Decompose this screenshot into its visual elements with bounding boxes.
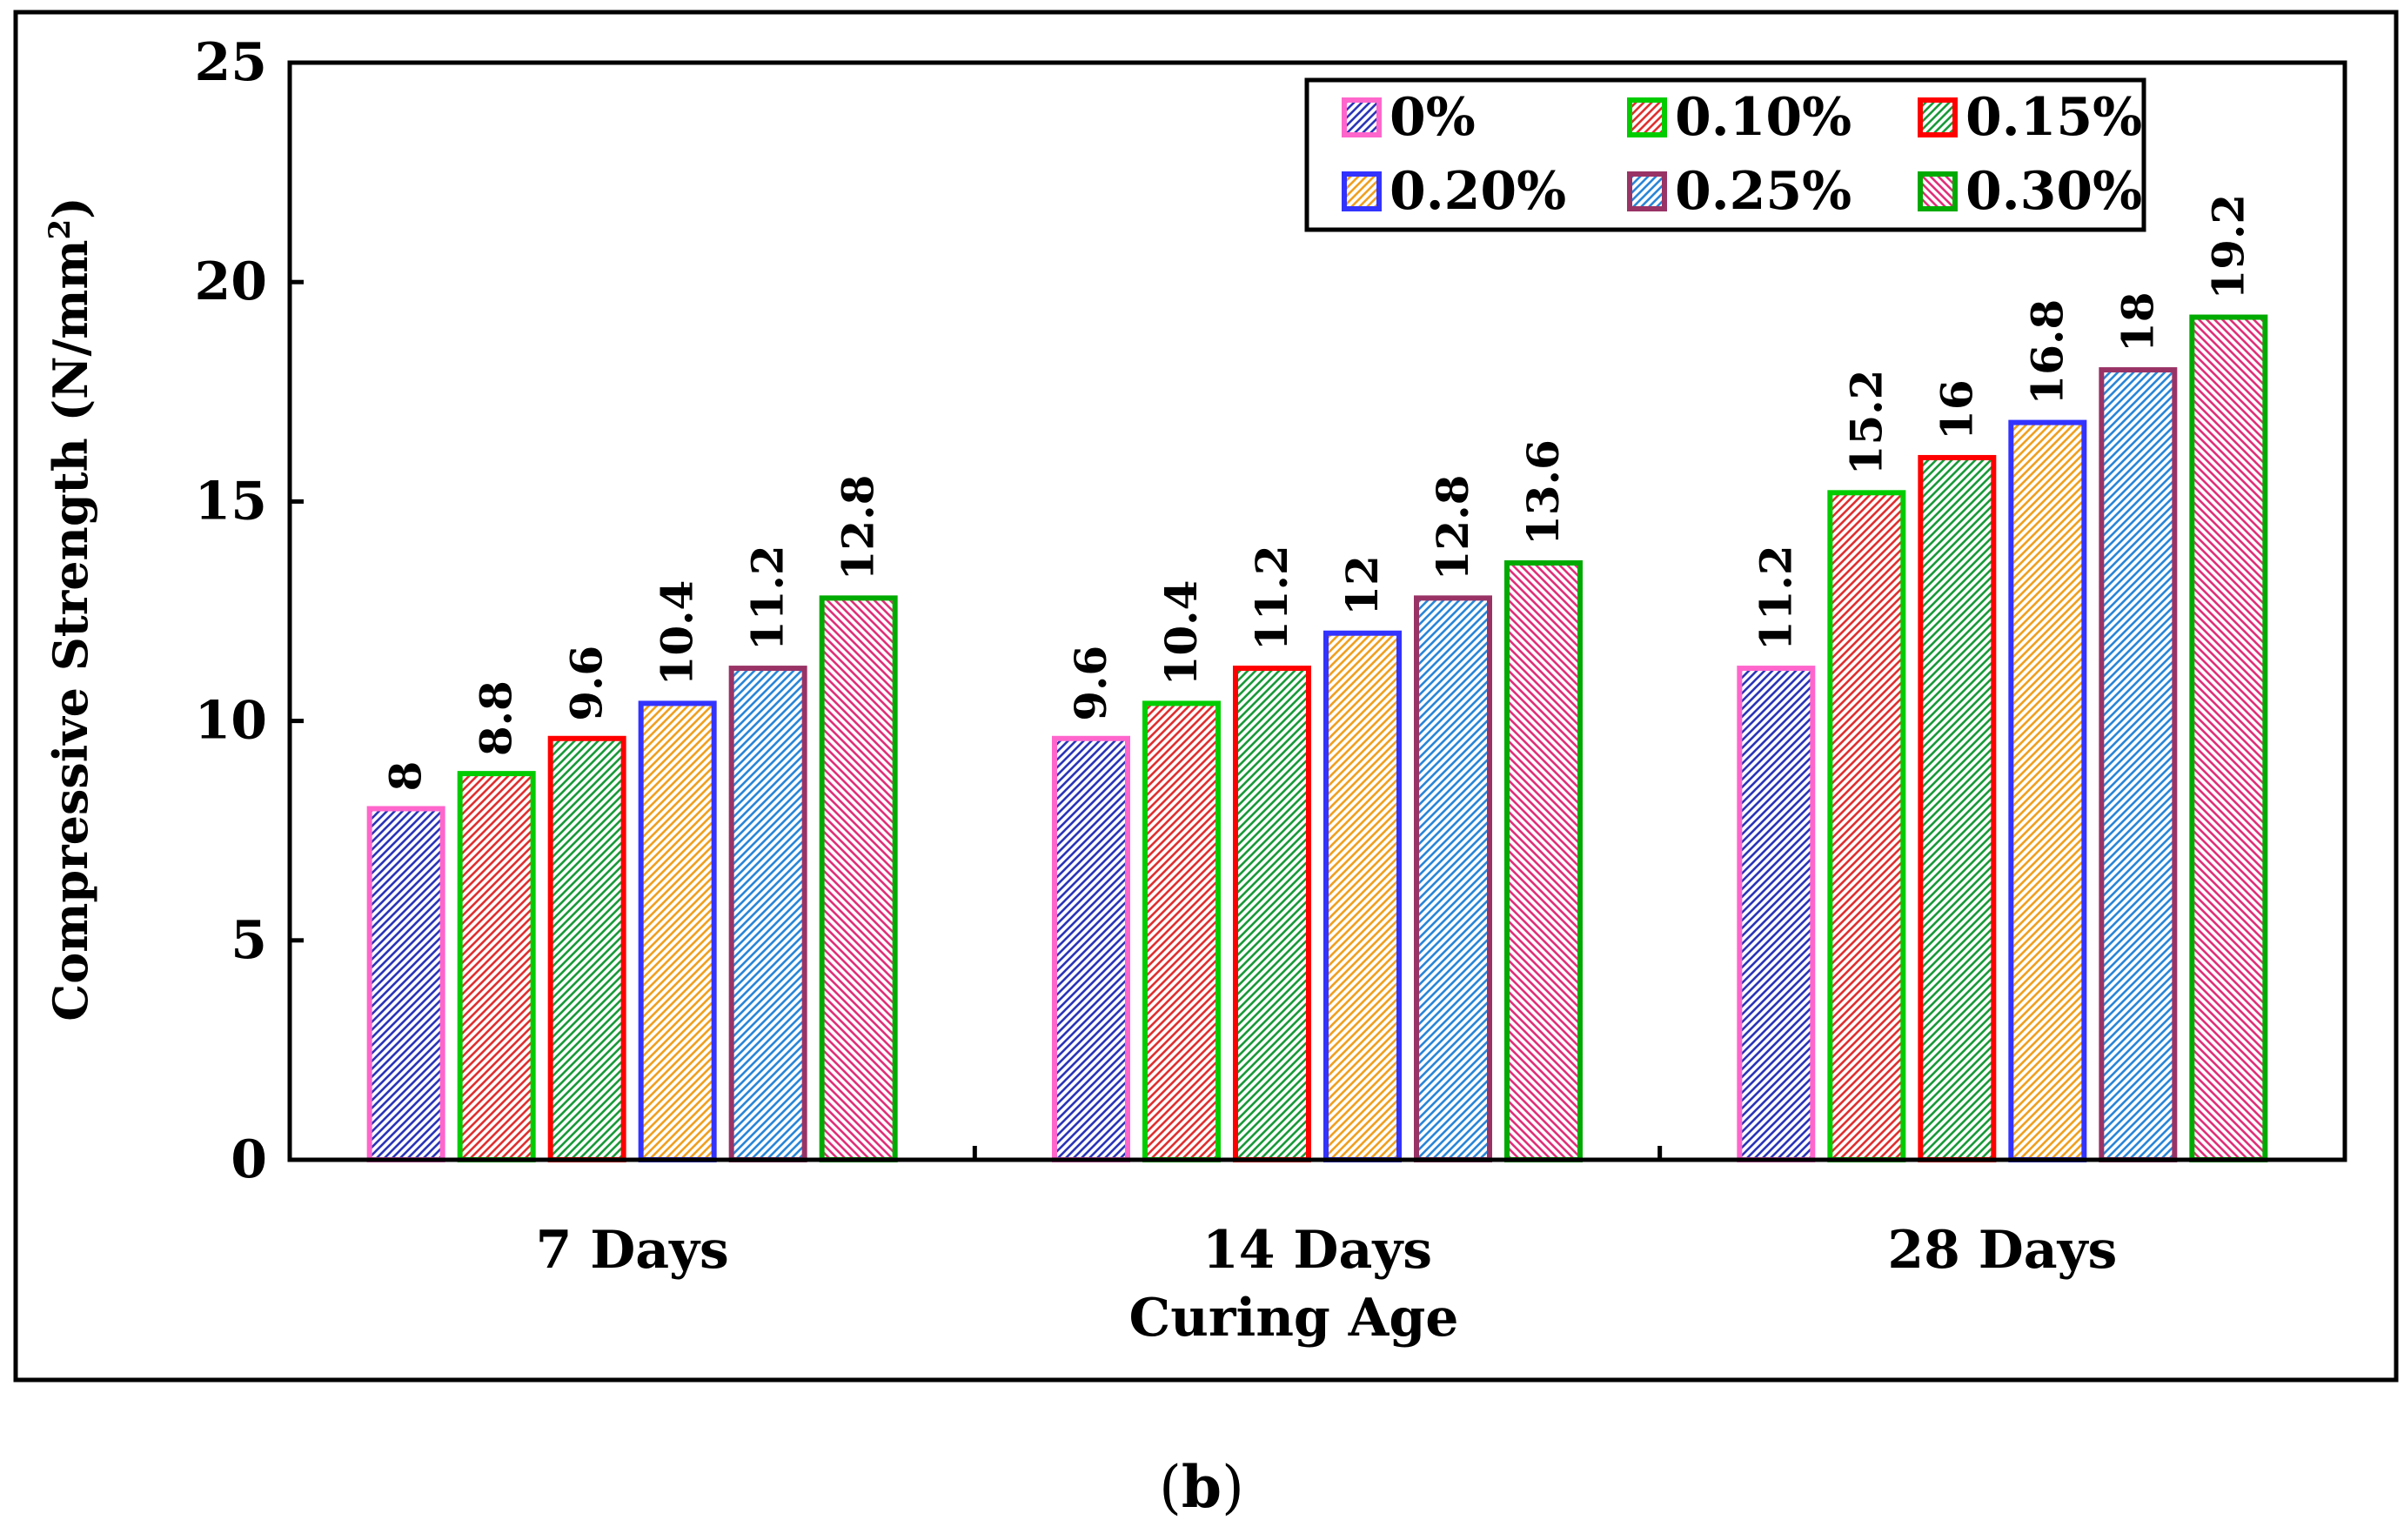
value-label: 16 [1931,379,1982,440]
value-label: 11.2 [742,545,794,651]
plot-area: 8 8.8 9.6 10.4 11.2 12.8 9.6 10.4 11.2 12 12.8 13.6… [195,32,2347,1281]
value-label: 16.8 [2021,299,2073,405]
figure-caption: (b) [1159,1453,1244,1521]
legend-swatch [1918,97,1958,137]
y-tick-label: 15 [195,471,268,532]
plot-frame [287,60,2347,1162]
bar-14-days-0.30pct [1504,560,1583,1162]
bars-group [366,314,2268,1163]
value-label: 13.6 [1517,439,1569,546]
value-label: 8.8 [471,680,522,756]
value-label: 9.6 [1065,646,1116,721]
bar-28-days-0.20pct [2008,419,2087,1163]
legend-label: 0.30% [1965,161,2142,222]
x-tick-label: 7 Days [536,1220,729,1281]
y-tick-label: 5 [231,910,267,971]
value-label: 9.6 [561,646,613,721]
value-label: 11.2 [1750,545,1801,651]
value-label: 10.4 [652,580,703,686]
legend: 0% 0.10% 0.15% 0.20% 0.25% 0.30% [1304,77,2146,232]
y-axis-label: Compressive Strength (N/mm2) [43,197,98,1021]
bar-7-days-0pct [366,806,445,1162]
bar-14-days-0.10pct [1142,700,1221,1162]
bar-14-days-0pct [1052,735,1130,1162]
value-label: 12 [1336,555,1388,616]
legend-swatch [1342,171,1382,211]
value-label: 10.4 [1155,580,1207,686]
bar-28-days-0.10pct [1827,490,1906,1162]
bar-28-days-0.25pct [2099,367,2178,1162]
legend-swatch [1627,171,1667,211]
value-labels-group: 8 8.8 9.6 10.4 11.2 12.8 9.6 10.4 11.2 12 12.8 13.6… [380,194,2254,792]
y-tick-label: 10 [195,691,268,752]
y-tick-label: 20 [195,251,268,312]
bar-7-days-0.30pct [819,595,898,1162]
value-label: 8 [380,761,432,792]
y-tick-label: 25 [195,32,268,93]
value-label: 19.2 [2202,194,2253,300]
legend-swatch [1627,97,1667,137]
legend-label: 0.20% [1389,161,1566,222]
y-axis-ticks: 0 5 10 15 20 25 [195,32,304,1190]
legend-label: 0.15% [1965,87,2142,148]
value-label: 11.2 [1246,545,1297,651]
bar-14-days-0.20pct [1323,630,1402,1162]
bar-14-days-0.15pct [1233,666,1311,1162]
bar-28-days-0.30pct [2189,314,2268,1162]
bar-7-days-0.15pct [547,735,626,1162]
y-tick-label: 0 [231,1129,267,1190]
x-tick-label: 14 Days [1202,1220,1432,1281]
value-label: 18 [2112,291,2163,352]
value-label: 12.8 [833,475,884,581]
x-axis-label: Curing Age [1129,1288,1459,1349]
value-label: 12.8 [1427,475,1478,581]
legend-label: 0% [1389,87,1476,148]
x-tick-label: 28 Days [1887,1220,2117,1281]
bar-14-days-0.25pct [1414,595,1492,1162]
legend-label: 0.25% [1675,161,1852,222]
x-axis-ticks: 7 Days 14 Days 28 Days [536,1146,2117,1281]
bar-7-days-0.25pct [728,666,807,1162]
value-label: 15.2 [1840,370,1892,476]
legend-box [1304,77,2146,232]
legend-swatch [1342,97,1382,137]
legend-swatch [1918,171,1958,211]
legend-label: 0.10% [1675,87,1852,148]
bar-7-days-0.10pct [457,771,536,1162]
bar-28-days-0.15pct [1918,454,1997,1162]
bar-28-days-0pct [1737,666,1816,1162]
bar-7-days-0.20pct [638,700,717,1162]
